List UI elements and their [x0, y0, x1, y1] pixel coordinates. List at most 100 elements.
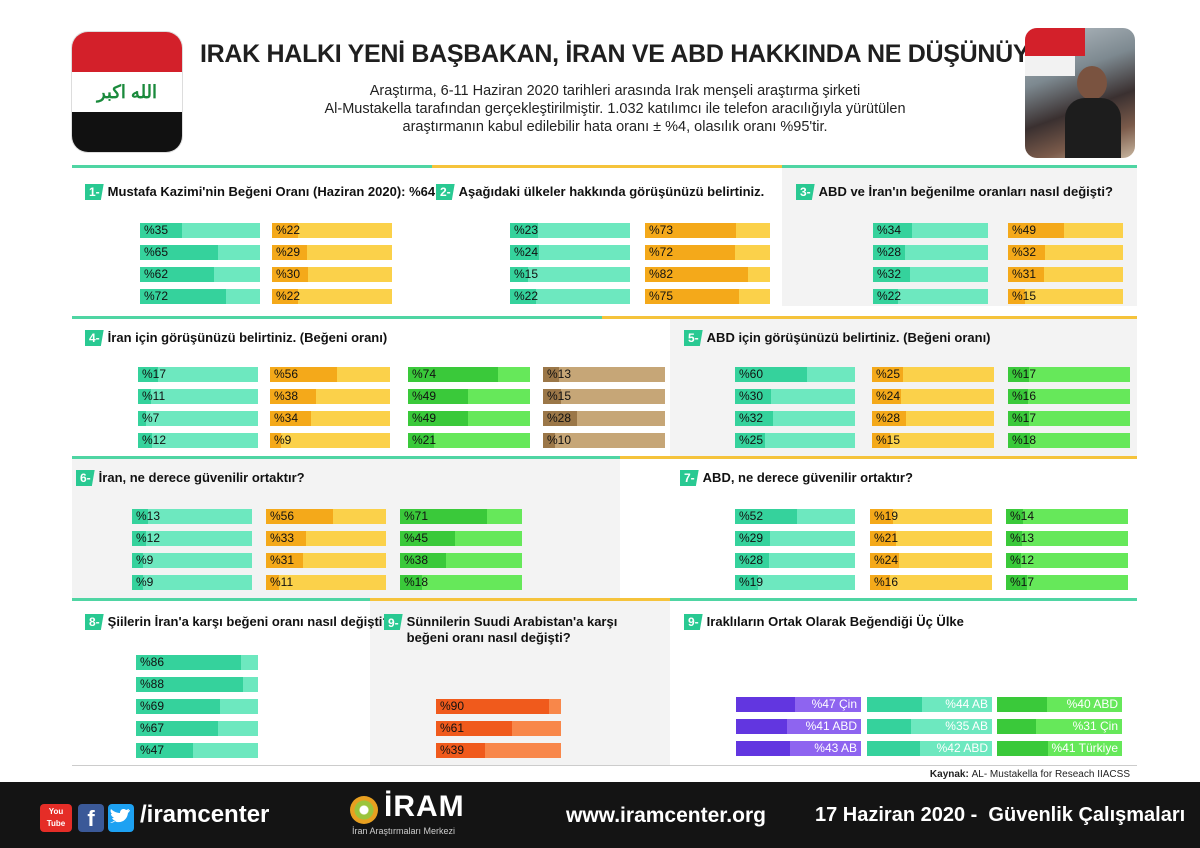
bar-fill: [1008, 389, 1028, 404]
panel-number: 5-: [684, 330, 703, 346]
bar-fill: [736, 697, 795, 712]
bar-track: %14: [1006, 509, 1128, 524]
bar-track: %12: [132, 531, 252, 546]
bar-track: %44 AB: [867, 697, 992, 712]
bar-track: %34: [270, 411, 390, 426]
separator: [72, 316, 602, 319]
bar-track: %16: [870, 575, 992, 590]
bar-value-label: %72: [144, 289, 169, 303]
bar-fill: [270, 367, 337, 382]
bar-track: %9: [132, 575, 252, 590]
bar-fill: [272, 223, 298, 238]
charts-layer: %35 %65 %62 %72 %22 %29 %30 %22 %23 %24 %15 %22 %73%…: [132, 223, 1130, 758]
bar-value-label: %35: [144, 223, 169, 237]
bar-track: %86: [136, 655, 258, 670]
bar-value-label: %24: [874, 553, 899, 567]
bar-track: %30: [272, 267, 392, 282]
bar-track: %69: [136, 699, 258, 714]
bar-value-label: %13: [547, 367, 572, 381]
page-title: IRAK HALKI YENİ BAŞBAKAN, İRAN VE ABD HA…: [200, 40, 1082, 68]
bar-value-label: %30: [739, 389, 764, 403]
panel-title-text: Mustafa Kazimi'nin Beğeni Oranı (Haziran…: [107, 184, 436, 199]
bar-value-label: %28: [876, 411, 901, 425]
bar-fill: [1006, 509, 1023, 524]
bar-track: %67: [136, 721, 258, 736]
bar-track: %33: [266, 531, 386, 546]
bar-fill: [400, 509, 487, 524]
bar-fill: [436, 699, 549, 714]
bar-track: %72: [645, 245, 770, 260]
bar-track: %13: [543, 367, 665, 382]
bar-track: %29: [272, 245, 392, 260]
bar-value-label: %41 Türkiye: [1051, 741, 1118, 755]
bar-fill: [872, 433, 890, 448]
bar-value-label: %24: [514, 245, 539, 259]
bar-fill: [997, 741, 1048, 756]
bar-value-label: %28: [739, 553, 764, 567]
bar-value-label: %90: [440, 699, 465, 713]
logo-name: İRAM: [384, 790, 465, 823]
bar-track: %39: [436, 743, 561, 758]
bar-track: %43 AB: [736, 741, 861, 756]
website-link[interactable]: www.iramcenter.org: [566, 804, 766, 827]
bar-fill: [870, 553, 899, 568]
panel-5-title: 5- ABD için görüşünüzü belirtiniz. (Beğen…: [684, 330, 991, 346]
bar-fill: [136, 655, 241, 670]
social-handle[interactable]: /iramcenter: [140, 801, 270, 828]
bar-track: %82: [645, 267, 770, 282]
youtube-icon[interactable]: You Tube: [40, 804, 72, 832]
bar-fill: [735, 389, 771, 404]
bar-fill: [1006, 531, 1022, 546]
panel-number: 2-: [436, 184, 455, 200]
bar-value-label: %17: [1012, 367, 1037, 381]
bar-track: %25: [735, 433, 855, 448]
facebook-icon[interactable]: f: [78, 804, 104, 832]
bar-track: %45: [400, 531, 522, 546]
bar-fill: [510, 245, 539, 260]
bar-fill: [270, 411, 311, 426]
bar-fill: [645, 245, 735, 260]
bar-fill: [735, 433, 765, 448]
bar-value-label: %29: [739, 531, 764, 545]
panel-title-text: Şiilerin İran'a karşı beğeni oranı nasıl…: [107, 614, 391, 629]
bar-fill: [1008, 223, 1064, 238]
bar-track: %23: [510, 223, 630, 238]
bar-fill: [872, 411, 906, 426]
bar-track: %18: [400, 575, 522, 590]
bar-fill: [132, 509, 148, 524]
bar-value-label: %17: [1010, 575, 1035, 589]
twitter-icon[interactable]: [108, 804, 134, 832]
bar-track: %47: [136, 743, 258, 758]
bar-track: %62: [140, 267, 260, 282]
bar-value-label: %67: [140, 721, 165, 735]
panel-number: 9-: [684, 614, 703, 630]
bar-fill: [735, 367, 807, 382]
bar-fill: [140, 289, 226, 304]
bar-fill: [1008, 267, 1044, 282]
bar-track: %18: [1008, 433, 1130, 448]
bar-value-label: %82: [649, 267, 674, 281]
bar-track: %30: [735, 389, 855, 404]
bar-track: %56: [266, 509, 386, 524]
bar-track: %15: [1008, 289, 1123, 304]
bar-value-label: %9: [136, 575, 154, 589]
panel-title-text: ABD ve İran'ın beğenilme oranları nasıl …: [818, 184, 1113, 199]
bar-fill: [138, 367, 158, 382]
bar-track: %38: [270, 389, 390, 404]
panel-10-title: 9- Iraklıların Ortak Olarak Beğendiği Üç …: [684, 614, 964, 630]
bar-value-label: %74: [412, 367, 437, 381]
bar-track: %11: [266, 575, 386, 590]
bar-track: %41 ABD: [736, 719, 861, 734]
bar-fill: [736, 741, 790, 756]
bar-fill: [735, 411, 773, 426]
bar-fill: [1008, 245, 1045, 260]
separator: [782, 165, 1137, 168]
bar-track: %38: [400, 553, 522, 568]
bar-fill: [140, 223, 182, 238]
bar-value-label: %15: [547, 389, 572, 403]
bar-value-label: %23: [514, 223, 539, 237]
bar-fill: [140, 267, 214, 282]
bar-fill: [645, 267, 748, 282]
bar-fill: [867, 741, 920, 756]
